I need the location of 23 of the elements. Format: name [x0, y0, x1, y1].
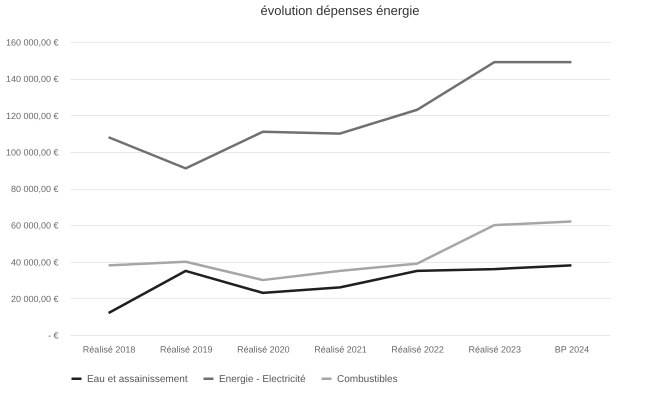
x-tick-label: BP 2024: [554, 344, 590, 354]
y-tick-label: 140 000,00 €: [6, 74, 58, 84]
y-tick-label: 80 000,00 €: [10, 184, 58, 194]
line-series: [107, 220, 573, 282]
y-tick-label: - €: [48, 330, 58, 340]
legend-label: Energie - Electricité: [219, 374, 306, 385]
legend-label: Eau et assainissement: [87, 374, 188, 385]
y-tick-label: 20 000,00 €: [10, 294, 58, 304]
y-tick-label: 160 000,00 €: [6, 38, 58, 48]
line-series: [107, 60, 573, 170]
chart-title: évolution dépenses énergie: [260, 3, 420, 18]
y-tick-label: 120 000,00 €: [6, 110, 58, 121]
x-tick-label: Réalisé 2020: [237, 344, 290, 354]
y-tick-label: 60 000,00 €: [10, 220, 58, 231]
x-tick-label: Réalisé 2023: [468, 344, 522, 354]
y-tick-label: 40 000,00 €: [10, 257, 58, 268]
y-tick-label: 100 000,00 €: [6, 147, 58, 158]
line-series: [107, 264, 573, 314]
x-tick-label: Réalisé 2022: [391, 344, 444, 354]
legend-label: Combustibles: [337, 374, 398, 385]
x-tick-label: Réalisé 2021: [314, 344, 367, 354]
x-tick-label: Réalisé 2018: [82, 344, 136, 354]
x-tick-label: Réalisé 2019: [160, 344, 212, 354]
